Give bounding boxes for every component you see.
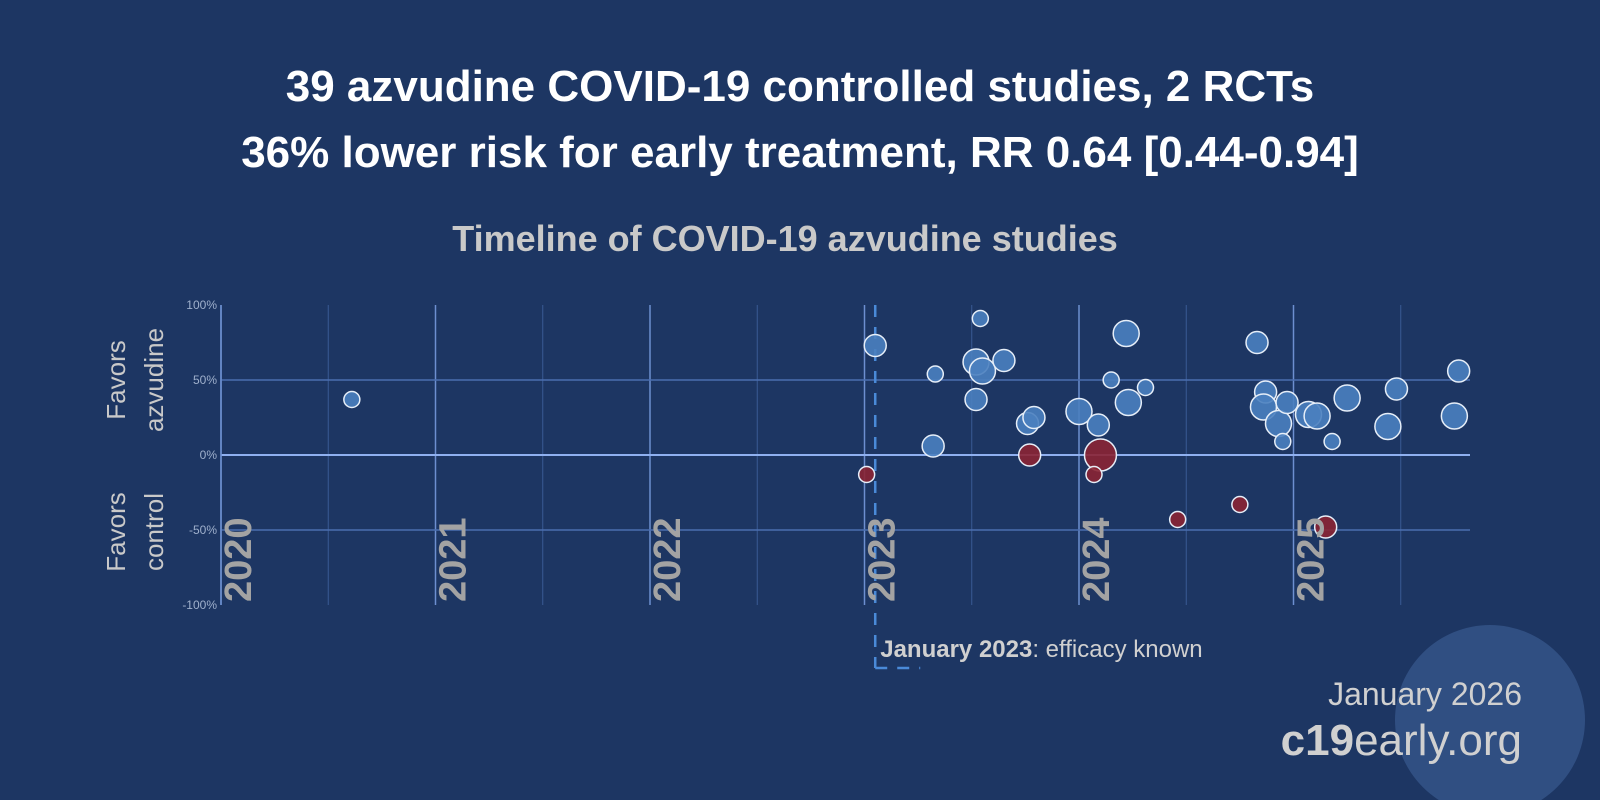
study-point-favors-control — [1083, 438, 1118, 472]
study-point-favors-azvudine — [964, 387, 988, 412]
study-point-favors-azvudine — [1323, 432, 1341, 451]
publication-date: January 2026 — [1328, 676, 1522, 712]
study-point-favors-azvudine — [1114, 388, 1143, 417]
study-point-favors-azvudine — [1275, 390, 1299, 415]
x-tick-label: 2020 — [218, 517, 260, 602]
study-point-favors-control — [1017, 443, 1042, 467]
study-point-favors-control — [857, 465, 876, 484]
annotation-date: January 2023 — [880, 636, 1032, 663]
study-point-favors-azvudine — [863, 333, 887, 358]
y-tick-label: -50% — [189, 523, 217, 537]
site-logo[interactable]: c19early.org — [1281, 716, 1522, 766]
study-point-favors-control — [1231, 495, 1249, 514]
y-tick-label: 100% — [186, 298, 217, 312]
study-point-favors-azvudine — [1440, 402, 1469, 430]
headline-studies: 39 azvudine COVID-19 controlled studies,… — [285, 62, 1315, 111]
study-point-favors-azvudine — [992, 348, 1016, 373]
study-point-favors-azvudine — [1102, 371, 1120, 389]
study-point-favors-azvudine — [1374, 412, 1402, 441]
study-point-favors-azvudine — [968, 357, 997, 385]
study-point-favors-control — [1168, 510, 1187, 529]
study-point-favors-azvudine — [1384, 377, 1409, 401]
study-point-favors-azvudine — [1136, 378, 1155, 397]
x-tick-label: 2023 — [862, 517, 904, 602]
y-label-favors-azvudine: Favors — [101, 340, 131, 419]
study-point-favors-azvudine — [1274, 432, 1292, 451]
y-label-favors-azvudine: azvudine — [139, 328, 169, 432]
x-tick-label: 2021 — [433, 517, 475, 602]
study-point-favors-azvudine — [1245, 330, 1269, 355]
x-tick-label: 2025 — [1291, 517, 1333, 602]
site-logo-bold: c19 — [1280, 716, 1355, 765]
site-logo-rest: early.org — [1354, 716, 1522, 765]
y-label-favors-control: Favors — [101, 492, 131, 571]
x-tick-label: 2024 — [1076, 517, 1118, 602]
study-point-favors-azvudine — [343, 390, 361, 409]
study-point-favors-control — [1085, 465, 1103, 484]
study-point-favors-azvudine — [1264, 409, 1293, 438]
chart-title: Timeline of COVID-19 azvudine studies — [452, 218, 1118, 259]
study-point-favors-azvudine — [1022, 405, 1046, 430]
x-tick-label: 2022 — [647, 517, 689, 602]
y-tick-label: 50% — [193, 373, 217, 387]
study-point-favors-control — [1313, 515, 1338, 539]
y-label-favors-control: control — [139, 493, 169, 571]
study-point-favors-azvudine — [926, 365, 945, 383]
study-point-favors-azvudine — [1303, 402, 1331, 430]
study-point-favors-azvudine — [1333, 384, 1361, 412]
study-point-favors-azvudine — [1112, 319, 1140, 348]
study-point-favors-azvudine — [971, 309, 990, 328]
study-point-favors-azvudine — [1446, 359, 1471, 383]
y-tick-label: -100% — [182, 598, 217, 612]
annotation-text: : efficacy known — [1032, 636, 1202, 663]
study-point-favors-azvudine — [1065, 397, 1093, 426]
efficacy-known-annotation: January 2023: efficacy known — [880, 636, 1202, 663]
study-point-favors-azvudine — [921, 434, 945, 458]
y-tick-label: 0% — [200, 448, 218, 462]
virus-icon — [1395, 625, 1585, 800]
headline-result: 36% lower risk for early treatment, RR 0… — [241, 128, 1359, 177]
study-point-favors-azvudine — [1086, 413, 1111, 437]
